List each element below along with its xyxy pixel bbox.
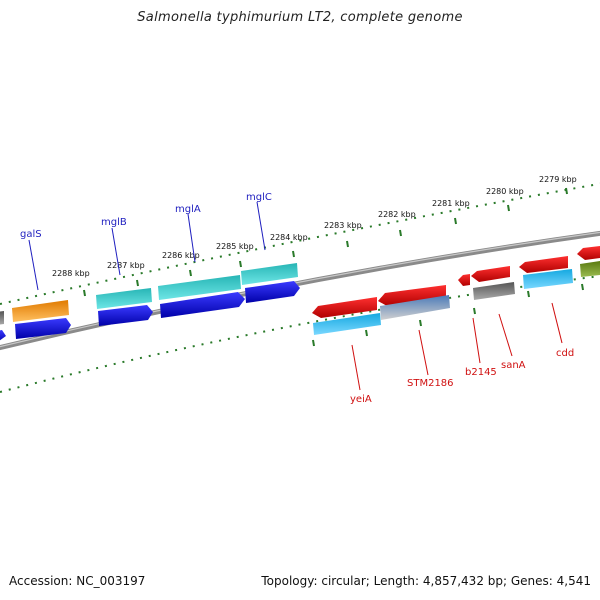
feature-red-6[interactable] bbox=[577, 246, 600, 260]
upper-gene-labels: galS mglB mglA mglC bbox=[20, 192, 272, 291]
lower-gene-labels: yeiA STM2186 b2145 sanA cdd bbox=[350, 302, 574, 405]
outer-ruler bbox=[0, 182, 600, 305]
gene-label-galS[interactable]: galS bbox=[20, 229, 42, 240]
map-title: Salmonella typhimurium LT2, complete gen… bbox=[137, 10, 463, 25]
feature-blue-3[interactable] bbox=[160, 292, 245, 318]
feature-red-2[interactable] bbox=[378, 285, 446, 306]
gene-label-yeiA[interactable]: yeiA bbox=[350, 394, 372, 405]
feature-gray-left[interactable] bbox=[0, 311, 4, 325]
genome-summary-text: Topology: circular; Length: 4,857,432 bp… bbox=[261, 574, 591, 588]
gene-label-mglC[interactable]: mglC bbox=[246, 192, 272, 203]
upper-features bbox=[0, 246, 600, 325]
ruler-label-2283: 2283 kbp bbox=[324, 221, 362, 230]
accession-text: Accession: NC_003197 bbox=[9, 574, 146, 588]
ruler-label-2287: 2287 kbp bbox=[107, 261, 145, 270]
gene-label-STM2186[interactable]: STM2186 bbox=[407, 378, 454, 389]
feature-orange[interactable] bbox=[12, 300, 69, 322]
gene-label-mglA[interactable]: mglA bbox=[175, 204, 201, 215]
feature-blue-4[interactable] bbox=[245, 281, 300, 303]
feature-red-3[interactable] bbox=[458, 274, 470, 286]
feature-blue-2[interactable] bbox=[98, 305, 153, 326]
genome-backbone bbox=[0, 230, 600, 351]
ruler-label-2288: 2288 kbp bbox=[52, 269, 90, 278]
feature-sky-1[interactable] bbox=[313, 313, 381, 335]
feature-cyan-1[interactable] bbox=[96, 288, 152, 309]
feature-gray-mid[interactable] bbox=[473, 282, 515, 300]
feature-blue-left[interactable] bbox=[0, 330, 6, 343]
ruler-label-2279: 2279 kbp bbox=[539, 175, 577, 184]
feature-cyan-2[interactable] bbox=[158, 275, 241, 300]
ruler-label-2280: 2280 kbp bbox=[486, 187, 524, 196]
feature-olive[interactable] bbox=[580, 261, 600, 277]
feature-red-5[interactable] bbox=[519, 256, 568, 273]
gene-label-b2145[interactable]: b2145 bbox=[465, 367, 497, 378]
feature-sky-2[interactable] bbox=[523, 269, 573, 289]
ruler-label-2285: 2285 kbp bbox=[216, 242, 254, 251]
ruler-label-2284: 2284 kbp bbox=[270, 233, 308, 242]
feature-red-4[interactable] bbox=[471, 266, 510, 282]
ruler-label-2281: 2281 kbp bbox=[432, 199, 470, 208]
feature-steel[interactable] bbox=[380, 295, 450, 320]
inner-ruler bbox=[0, 275, 600, 393]
gene-label-cdd[interactable]: cdd bbox=[556, 348, 574, 359]
gene-label-mglB[interactable]: mglB bbox=[101, 217, 127, 228]
feature-red-1[interactable] bbox=[312, 297, 377, 318]
feature-cyan-3[interactable] bbox=[241, 263, 298, 285]
ruler-label-2286: 2286 kbp bbox=[162, 251, 200, 260]
ruler-label-2282: 2282 kbp bbox=[378, 210, 416, 219]
lower-features bbox=[0, 261, 600, 343]
gene-label-sanA[interactable]: sanA bbox=[501, 360, 526, 371]
feature-blue-1[interactable] bbox=[15, 318, 71, 339]
